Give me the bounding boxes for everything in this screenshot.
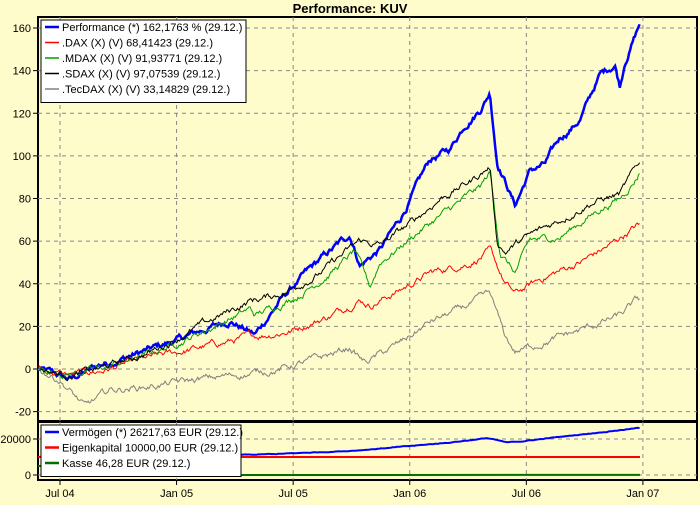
series-line-sdax [37,162,641,382]
y-tick-label: 160 [13,23,31,35]
legend-label: .DAX (X) (V) 68,41423 (29.12.) [62,38,213,50]
legend-label: .MDAX (X) (V) 91,93771 (29.12.) [62,53,222,65]
legend-label: Performance (*) 162,1763 % (29.12.) [62,22,242,34]
legend-label: Vermögen (*) 26217,63 EUR (29.12.) [62,427,243,439]
y-tick-label: 80 [19,194,31,206]
y-tick-label: 20 [19,321,31,333]
x-tick-label: Jul 04 [45,488,74,500]
legend-box [40,19,247,103]
series-line-performance [37,23,641,382]
y-tick-label: -20 [15,407,31,419]
x-tick-label: Jan 05 [160,488,193,500]
y-tick-label: 40 [19,279,31,291]
series-line-mdax [37,170,640,380]
x-tick-label: Jul 05 [278,488,307,500]
chart-title: Performance: KUV [293,1,408,16]
series-line-tecdax [37,289,640,404]
x-tick-label: Jan 06 [393,488,426,500]
y-tick-label: 120 [13,108,31,120]
legend-label: .SDAX (X) (V) 97,07539 (29.12.) [62,69,220,81]
legend-label: Kasse 46,28 EUR (29.12.) [62,458,190,470]
y-tick-label: 0 [25,364,31,376]
y-tick-label: 140 [13,66,31,78]
x-tick-label: Jul 06 [512,488,541,500]
y-tick-label: 0 [25,470,31,482]
y-tick-label: 60 [19,236,31,248]
legend-label: .TecDAX (X) (V) 33,14829 (29.12.) [62,84,230,96]
y-tick-label: 100 [13,151,31,163]
y-tick-label: 20000 [0,434,31,446]
legend-label: Eigenkapital 10000,00 EUR (29.12.) [62,443,238,455]
x-tick-label: Jan 07 [626,488,659,500]
legend-box [40,424,242,477]
